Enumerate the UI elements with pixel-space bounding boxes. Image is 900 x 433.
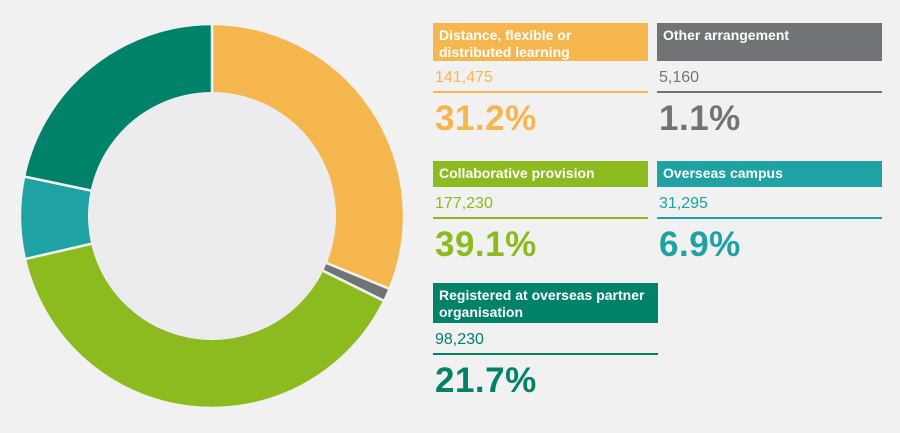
legend-card-overseas-campus: Overseas campus 31,295 6.9% <box>657 161 882 265</box>
legend-card-other-arrangement: Other arrangement 5,160 1.1% <box>657 23 882 139</box>
donut-hole <box>88 92 336 340</box>
legend-rule <box>657 91 882 93</box>
legend-label: Distance, flexible or distributed learni… <box>433 23 648 61</box>
legend-count: 177,230 <box>435 195 493 212</box>
legend-rule <box>657 217 882 219</box>
legend-count: 31,295 <box>659 195 708 212</box>
legend-label: Collaborative provision <box>433 161 648 187</box>
legend-percent: 31.2% <box>435 99 537 138</box>
legend-rule <box>433 91 648 93</box>
legend-label: Other arrangement <box>657 23 882 61</box>
donut-chart <box>18 22 406 410</box>
legend-card-collaborative-provision: Collaborative provision 177,230 39.1% <box>433 161 648 265</box>
legend-rule <box>433 217 648 219</box>
legend-card-overseas-partner: Registered at overseas partner organisat… <box>433 283 658 401</box>
legend-count: 5,160 <box>659 69 700 86</box>
legend-rule <box>433 353 658 355</box>
legend-percent: 6.9% <box>659 225 741 264</box>
legend-label: Overseas campus <box>657 161 882 187</box>
legend-percent: 39.1% <box>435 225 537 264</box>
legend-label: Registered at overseas partner organisat… <box>433 283 658 323</box>
legend-count: 98,230 <box>435 331 484 348</box>
legend-percent: 1.1% <box>659 99 741 138</box>
legend-percent: 21.7% <box>435 361 537 400</box>
legend-card-distance-learning: Distance, flexible or distributed learni… <box>433 23 648 139</box>
legend-count: 141,475 <box>435 69 493 86</box>
